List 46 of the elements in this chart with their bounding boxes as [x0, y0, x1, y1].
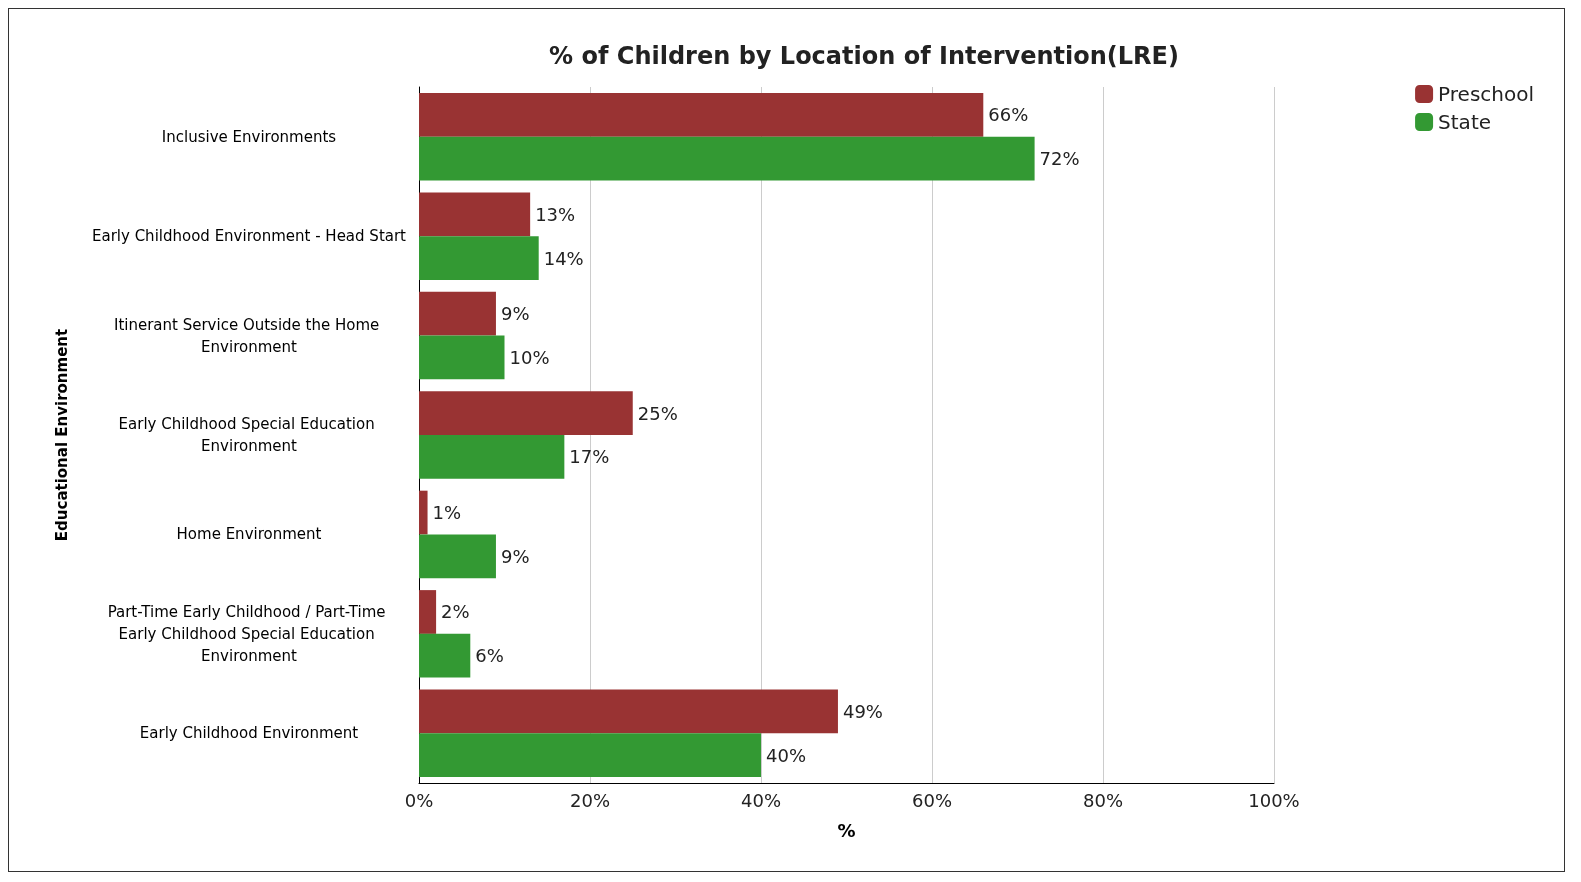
data-label: 14% [543, 247, 584, 269]
x-axis-title: % [837, 819, 856, 841]
data-label: 49% [842, 700, 883, 722]
y-tick-label: Early Childhood Special Education Environment [118, 415, 380, 455]
data-label: 72% [1039, 148, 1080, 170]
y-tick-label: Inclusive Environments [161, 127, 337, 146]
bar [419, 733, 761, 778]
x-tick-label: 0% [404, 789, 434, 811]
data-label: 13% [535, 203, 576, 225]
data-label: 17% [569, 446, 610, 468]
chart-title: % of Children by Location of Intervention(LRE) [549, 42, 1179, 70]
bar [419, 335, 505, 380]
legend-label: Preschool [1438, 82, 1534, 106]
y-tick-label: Early Childhood Environment [139, 724, 359, 743]
bar [419, 633, 471, 678]
data-label: 9% [500, 303, 530, 325]
data-label: 9% [500, 545, 530, 567]
legend-label: State [1438, 110, 1492, 134]
bar [419, 490, 428, 535]
data-label: 10% [509, 346, 550, 368]
x-tick-label: 40% [740, 789, 782, 811]
y-tick-label: Early Childhood Environment - Head Start [92, 227, 407, 246]
y-tick-label: Itinerant Service Outside the Home Environment [113, 315, 385, 356]
y-axis-title: Educational Environment [52, 328, 71, 542]
bar [419, 689, 838, 734]
y-tick-label: Part-Time Early Childhood / Part-Time Early Childhood Special Education Environment [107, 602, 391, 665]
bar [419, 534, 496, 579]
data-label: 1% [432, 502, 462, 524]
data-label: 2% [441, 601, 470, 623]
x-tick-label: 20% [569, 789, 611, 811]
data-label: 40% [766, 744, 807, 766]
data-label: 25% [637, 402, 678, 424]
bar [419, 435, 565, 479]
bar [419, 136, 1035, 181]
x-tick-label: 100% [1248, 789, 1300, 811]
bar [419, 291, 496, 336]
y-tick-label: Home Environment [176, 525, 322, 544]
bar [419, 590, 437, 634]
data-label: 6% [475, 645, 504, 667]
bar [419, 192, 531, 237]
bar [419, 92, 984, 137]
x-tick-label: 80% [1082, 789, 1124, 811]
bar [419, 391, 633, 435]
bar [419, 236, 539, 280]
x-tick-label: 60% [911, 789, 953, 811]
data-label: 66% [988, 104, 1029, 126]
